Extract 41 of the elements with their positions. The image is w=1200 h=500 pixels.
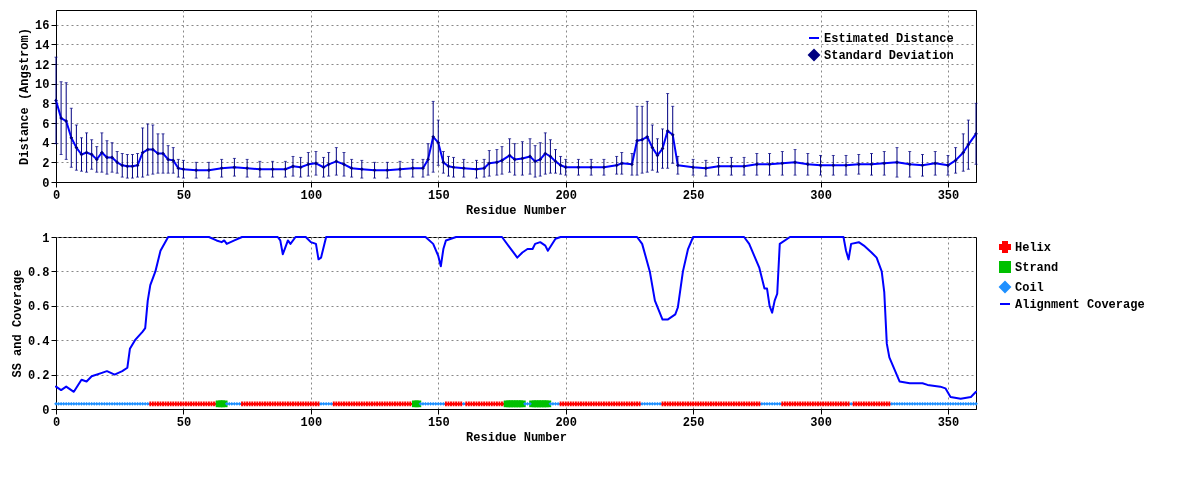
x-tick-label: 250: [682, 188, 705, 203]
y-tick-label: 1: [42, 231, 50, 246]
y-tick-label: 12: [35, 58, 50, 73]
y-tick-label: 4: [42, 137, 50, 152]
x-tick-label: 300: [810, 415, 832, 430]
y-tick-label: 14: [35, 38, 50, 53]
y-tick-label: 0.2: [27, 369, 50, 384]
x-tick-label: 150: [427, 415, 450, 430]
x-tick-label: 100: [300, 415, 323, 430]
y-tick-label: 0.4: [27, 334, 50, 349]
legend-label: Alignment Coverage: [1015, 298, 1145, 312]
x-tick-label: 250: [682, 415, 705, 430]
legend-label: Helix: [1015, 241, 1052, 255]
legend-label: Standard Deviation: [824, 49, 954, 63]
x-tick-label: 50: [176, 188, 192, 203]
x-axis-title: Residue Number: [466, 430, 567, 445]
x-tick-label: 0: [52, 188, 61, 203]
x-tick-label: 0: [52, 415, 61, 430]
legend-label: Estimated Distance: [824, 32, 954, 46]
y-tick-label: 6: [42, 117, 50, 132]
y-tick-label: 0: [42, 403, 50, 418]
x-axis-title: Residue Number: [466, 203, 567, 218]
y-axis-title: Distance (Angstrom): [18, 28, 33, 165]
x-tick-label: 300: [810, 188, 832, 203]
x-tick-label: 50: [176, 415, 192, 430]
x-tick-label: 350: [937, 415, 960, 430]
y-tick-label: 16: [35, 19, 50, 34]
x-tick-label: 150: [427, 188, 450, 203]
y-tick-label: 2: [42, 156, 50, 171]
y-axis-title: SS and Coverage: [10, 269, 25, 378]
y-tick-label: 0.6: [27, 300, 50, 315]
legend-label: Coil: [1015, 281, 1044, 295]
y-tick-label: 0.8: [27, 265, 50, 280]
legend-label: Strand: [1015, 261, 1059, 275]
x-tick-label: 350: [937, 188, 960, 203]
x-tick-label: 100: [300, 188, 323, 203]
y-tick-label: 0: [42, 176, 50, 191]
x-tick-label: 200: [555, 188, 577, 203]
y-tick-label: 8: [42, 97, 50, 112]
y-tick-label: 10: [35, 78, 50, 93]
x-tick-label: 200: [555, 415, 577, 430]
